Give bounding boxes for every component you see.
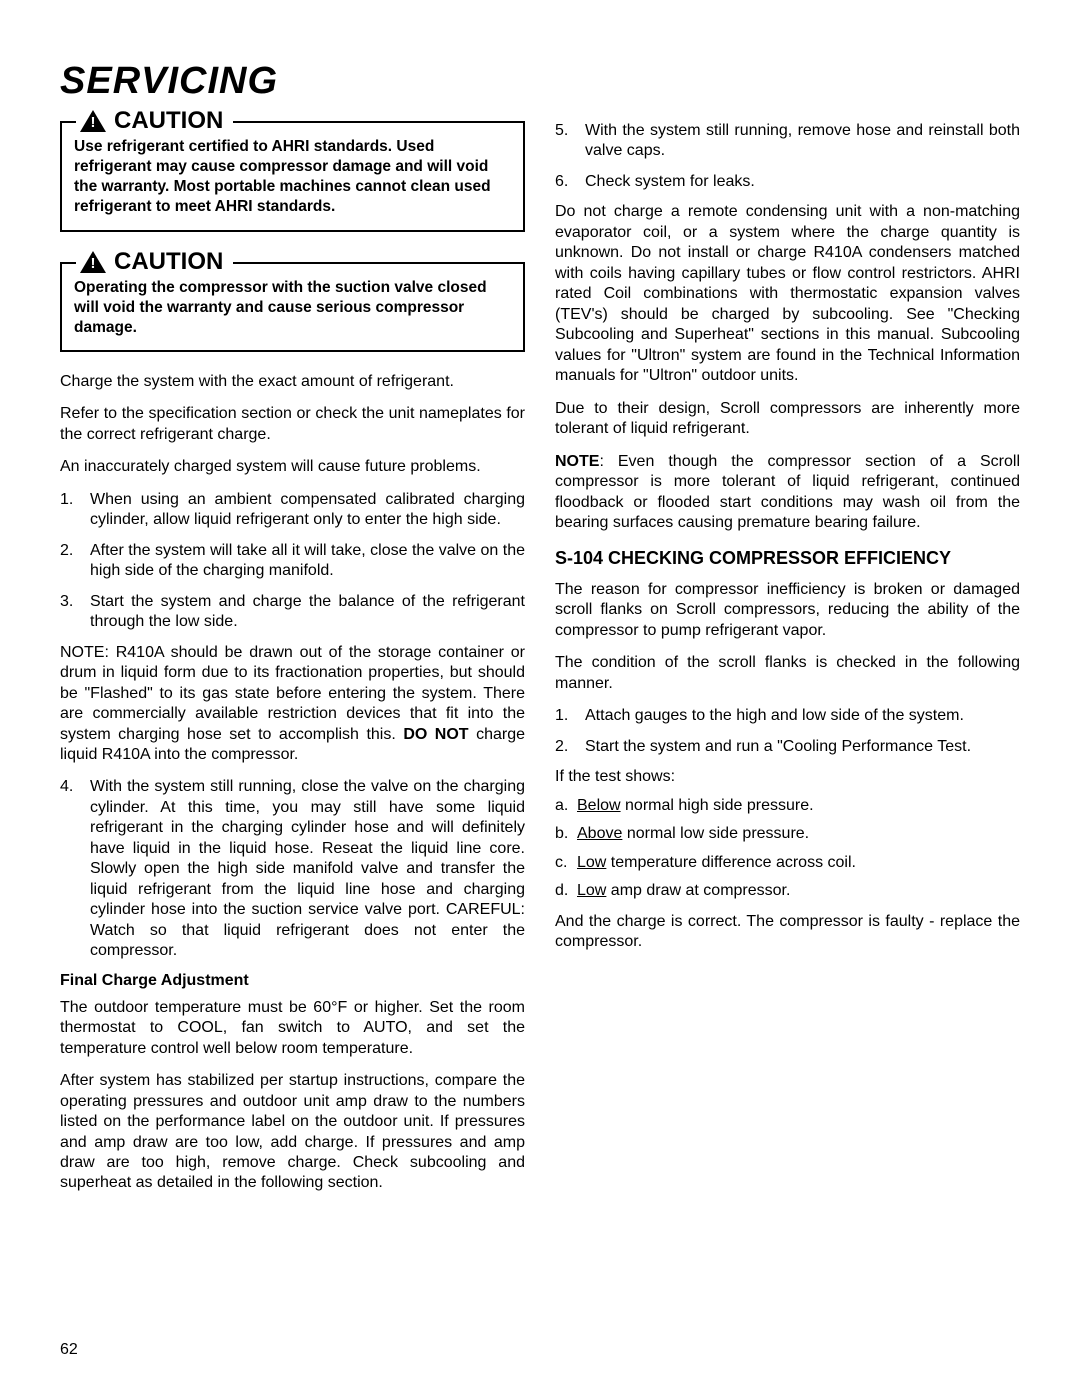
underlined: Below (577, 797, 621, 814)
content-columns: CAUTION Use refrigerant certified to AHR… (60, 121, 1020, 1206)
marker: b. (555, 824, 568, 844)
left-column: CAUTION Use refrigerant certified to AHR… (60, 121, 525, 1206)
caution-box-2: CAUTION Operating the compressor with th… (60, 262, 525, 352)
body-para: The reason for compressor inefficiency i… (555, 580, 1020, 641)
body-para: Due to their design, Scroll compressors … (555, 399, 1020, 440)
caution-label: CAUTION (114, 107, 223, 135)
tail: amp draw at compressor. (606, 882, 790, 899)
list-item: With the system still running, close the… (60, 777, 525, 961)
body-para: Refer to the specification section or ch… (60, 404, 525, 445)
note-label: NOTE (555, 453, 599, 470)
tail: temperature difference across coil. (606, 854, 856, 871)
marker: a. (555, 796, 568, 816)
body-para: If the test shows: (555, 767, 1020, 787)
list-item: Attach gauges to the high and low side o… (555, 706, 1020, 726)
underlined: Low (577, 854, 606, 871)
section-heading-s104: S-104 CHECKING COMPRESSOR EFFICIENCY (555, 547, 1020, 570)
page-number: 62 (60, 1341, 78, 1359)
caution-box-1: CAUTION Use refrigerant certified to AHR… (60, 121, 525, 232)
tail: normal high side pressure. (621, 797, 814, 814)
list-item: d. Low amp draw at compressor. (555, 881, 1020, 901)
note-body: : Even though the compressor section of … (555, 453, 1020, 531)
body-para: After system has stabilized per startup … (60, 1071, 525, 1194)
caution-label: CAUTION (114, 248, 223, 276)
list-item: Start the system and charge the balance … (60, 592, 525, 633)
right-column: With the system still running, remove ho… (555, 121, 1020, 1206)
check-steps: Attach gauges to the high and low side o… (555, 706, 1020, 757)
steps-list-5to6: With the system still running, remove ho… (555, 121, 1020, 192)
caution-text: Operating the compressor with the suctio… (74, 278, 511, 338)
underlined: Low (577, 882, 606, 899)
do-not-emphasis: DO NOT (403, 726, 468, 743)
marker: c. (555, 853, 567, 873)
warning-icon (80, 110, 106, 132)
caution-text: Use refrigerant certified to AHRI standa… (74, 137, 511, 218)
body-para: Charge the system with the exact amount … (60, 372, 525, 392)
caution-header: CAUTION (76, 248, 233, 276)
list-item: a. Below normal high side pressure. (555, 796, 1020, 816)
subheading-final-charge: Final Charge Adjustment (60, 972, 525, 990)
note-para: NOTE: Even though the compressor section… (555, 452, 1020, 534)
body-para: An inaccurately charged system will caus… (60, 457, 525, 477)
body-para: The condition of the scroll flanks is ch… (555, 653, 1020, 694)
body-para: And the charge is correct. The compresso… (555, 912, 1020, 953)
marker: d. (555, 881, 568, 901)
steps-list-1to3: When using an ambient compensated calibr… (60, 490, 525, 633)
warning-icon (80, 251, 106, 273)
list-item: b. Above normal low side pressure. (555, 824, 1020, 844)
list-item: When using an ambient compensated calibr… (60, 490, 525, 531)
body-para: Do not charge a remote condensing unit w… (555, 202, 1020, 386)
letter-list: a. Below normal high side pressure. b. Abo… (555, 796, 1020, 902)
steps-list-4: With the system still running, close the… (60, 777, 525, 961)
page-title: SERVICING (60, 60, 1020, 103)
tail: normal low side pressure. (622, 825, 809, 842)
list-item: Start the system and run a "Cooling Perf… (555, 737, 1020, 757)
list-item: After the system will take all it will t… (60, 541, 525, 582)
underlined: Above (577, 825, 622, 842)
note-para: NOTE: R410A should be drawn out of the s… (60, 643, 525, 766)
caution-header: CAUTION (76, 107, 233, 135)
list-item: c. Low temperature difference across coil… (555, 853, 1020, 873)
list-item: Check system for leaks. (555, 172, 1020, 192)
body-para: The outdoor temperature must be 60°F or … (60, 998, 525, 1059)
list-item: With the system still running, remove ho… (555, 121, 1020, 162)
